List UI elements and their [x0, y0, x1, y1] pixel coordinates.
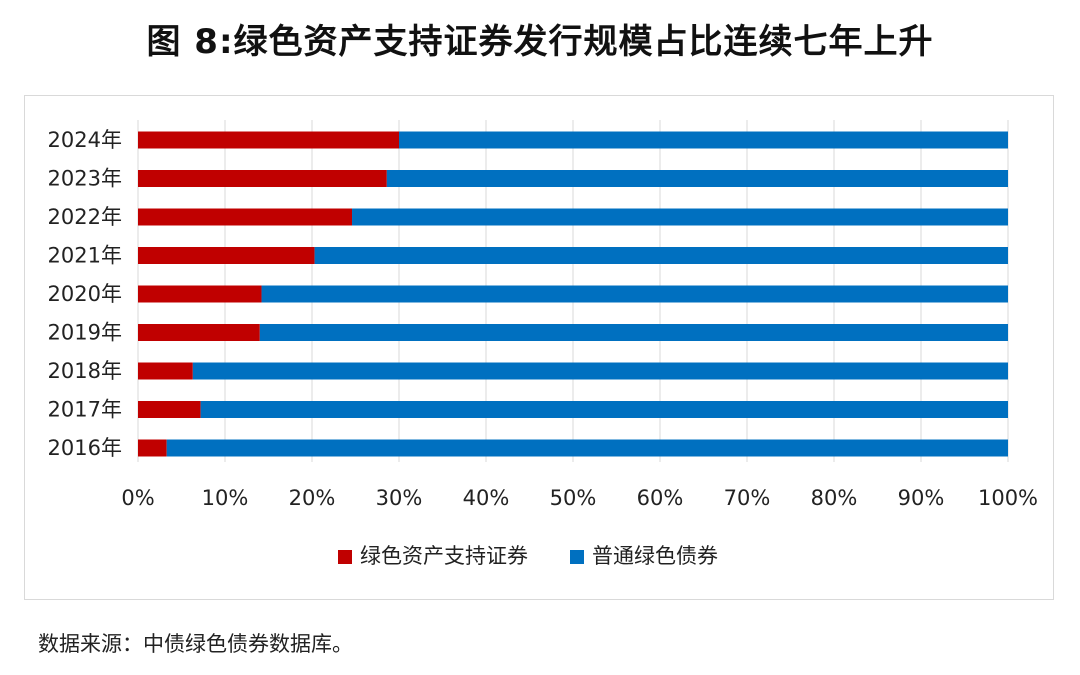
bar-segment: [259, 324, 1008, 341]
bar-segment: [261, 285, 1008, 303]
legend: 绿色资产支持证券 普通绿色债券: [338, 544, 718, 568]
x-tick-label: 90%: [898, 486, 945, 510]
legend-label: 普通绿色债券: [592, 544, 718, 568]
category-labels: 2024年 2023年 2022年 2021年 2020年 2019年 2018年 2017年…: [48, 128, 122, 460]
bar-segment: [138, 324, 260, 341]
category-label: 2016年: [48, 436, 122, 460]
bar-segment: [138, 247, 315, 264]
x-tick-label: 60%: [637, 486, 684, 510]
bar-segment: [386, 170, 1008, 187]
x-tick-label: 70%: [724, 486, 771, 510]
x-tick-label: 0%: [121, 486, 154, 510]
bar-segment: [314, 247, 1008, 264]
x-tick-label: 50%: [550, 486, 597, 510]
bar-segment: [138, 439, 167, 457]
category-label: 2024年: [48, 128, 122, 152]
bar-segment: [138, 285, 262, 303]
category-label: 2023年: [48, 167, 122, 191]
x-tick-labels: 0% 10% 20% 30% 40% 50% 60% 70% 80% 90% 100%: [121, 486, 1038, 510]
x-tick-label: 80%: [811, 486, 858, 510]
category-label: 2021年: [48, 244, 122, 268]
legend-swatch: [338, 550, 352, 564]
bar-segment: [138, 208, 353, 226]
category-label: 2019年: [48, 321, 122, 345]
bar-segment: [138, 131, 399, 149]
x-tick-label: 20%: [289, 486, 336, 510]
bar-segment: [138, 401, 201, 418]
legend-swatch: [570, 550, 584, 564]
category-label: 2020年: [48, 282, 122, 306]
bar-segment: [138, 170, 387, 187]
bar-segment: [200, 401, 1008, 418]
source-note: 数据来源：中债绿色债券数据库。: [38, 632, 353, 656]
x-tick-label: 100%: [978, 486, 1038, 510]
category-label: 2018年: [48, 359, 122, 383]
bar-segment: [192, 362, 1008, 380]
bars: [138, 131, 1008, 457]
category-label: 2017年: [48, 398, 122, 422]
chart-title: 图 8:绿色资产支持证券发行规模占比连续七年上升: [146, 22, 934, 62]
x-tick-label: 40%: [463, 486, 510, 510]
bar-segment: [166, 439, 1008, 457]
bar-segment: [399, 131, 1008, 149]
bar-segment: [138, 362, 193, 380]
category-label: 2022年: [48, 205, 122, 229]
bar-segment: [352, 208, 1008, 226]
legend-label: 绿色资产支持证券: [360, 544, 528, 568]
x-tick-label: 30%: [376, 486, 423, 510]
x-tick-label: 10%: [202, 486, 249, 510]
